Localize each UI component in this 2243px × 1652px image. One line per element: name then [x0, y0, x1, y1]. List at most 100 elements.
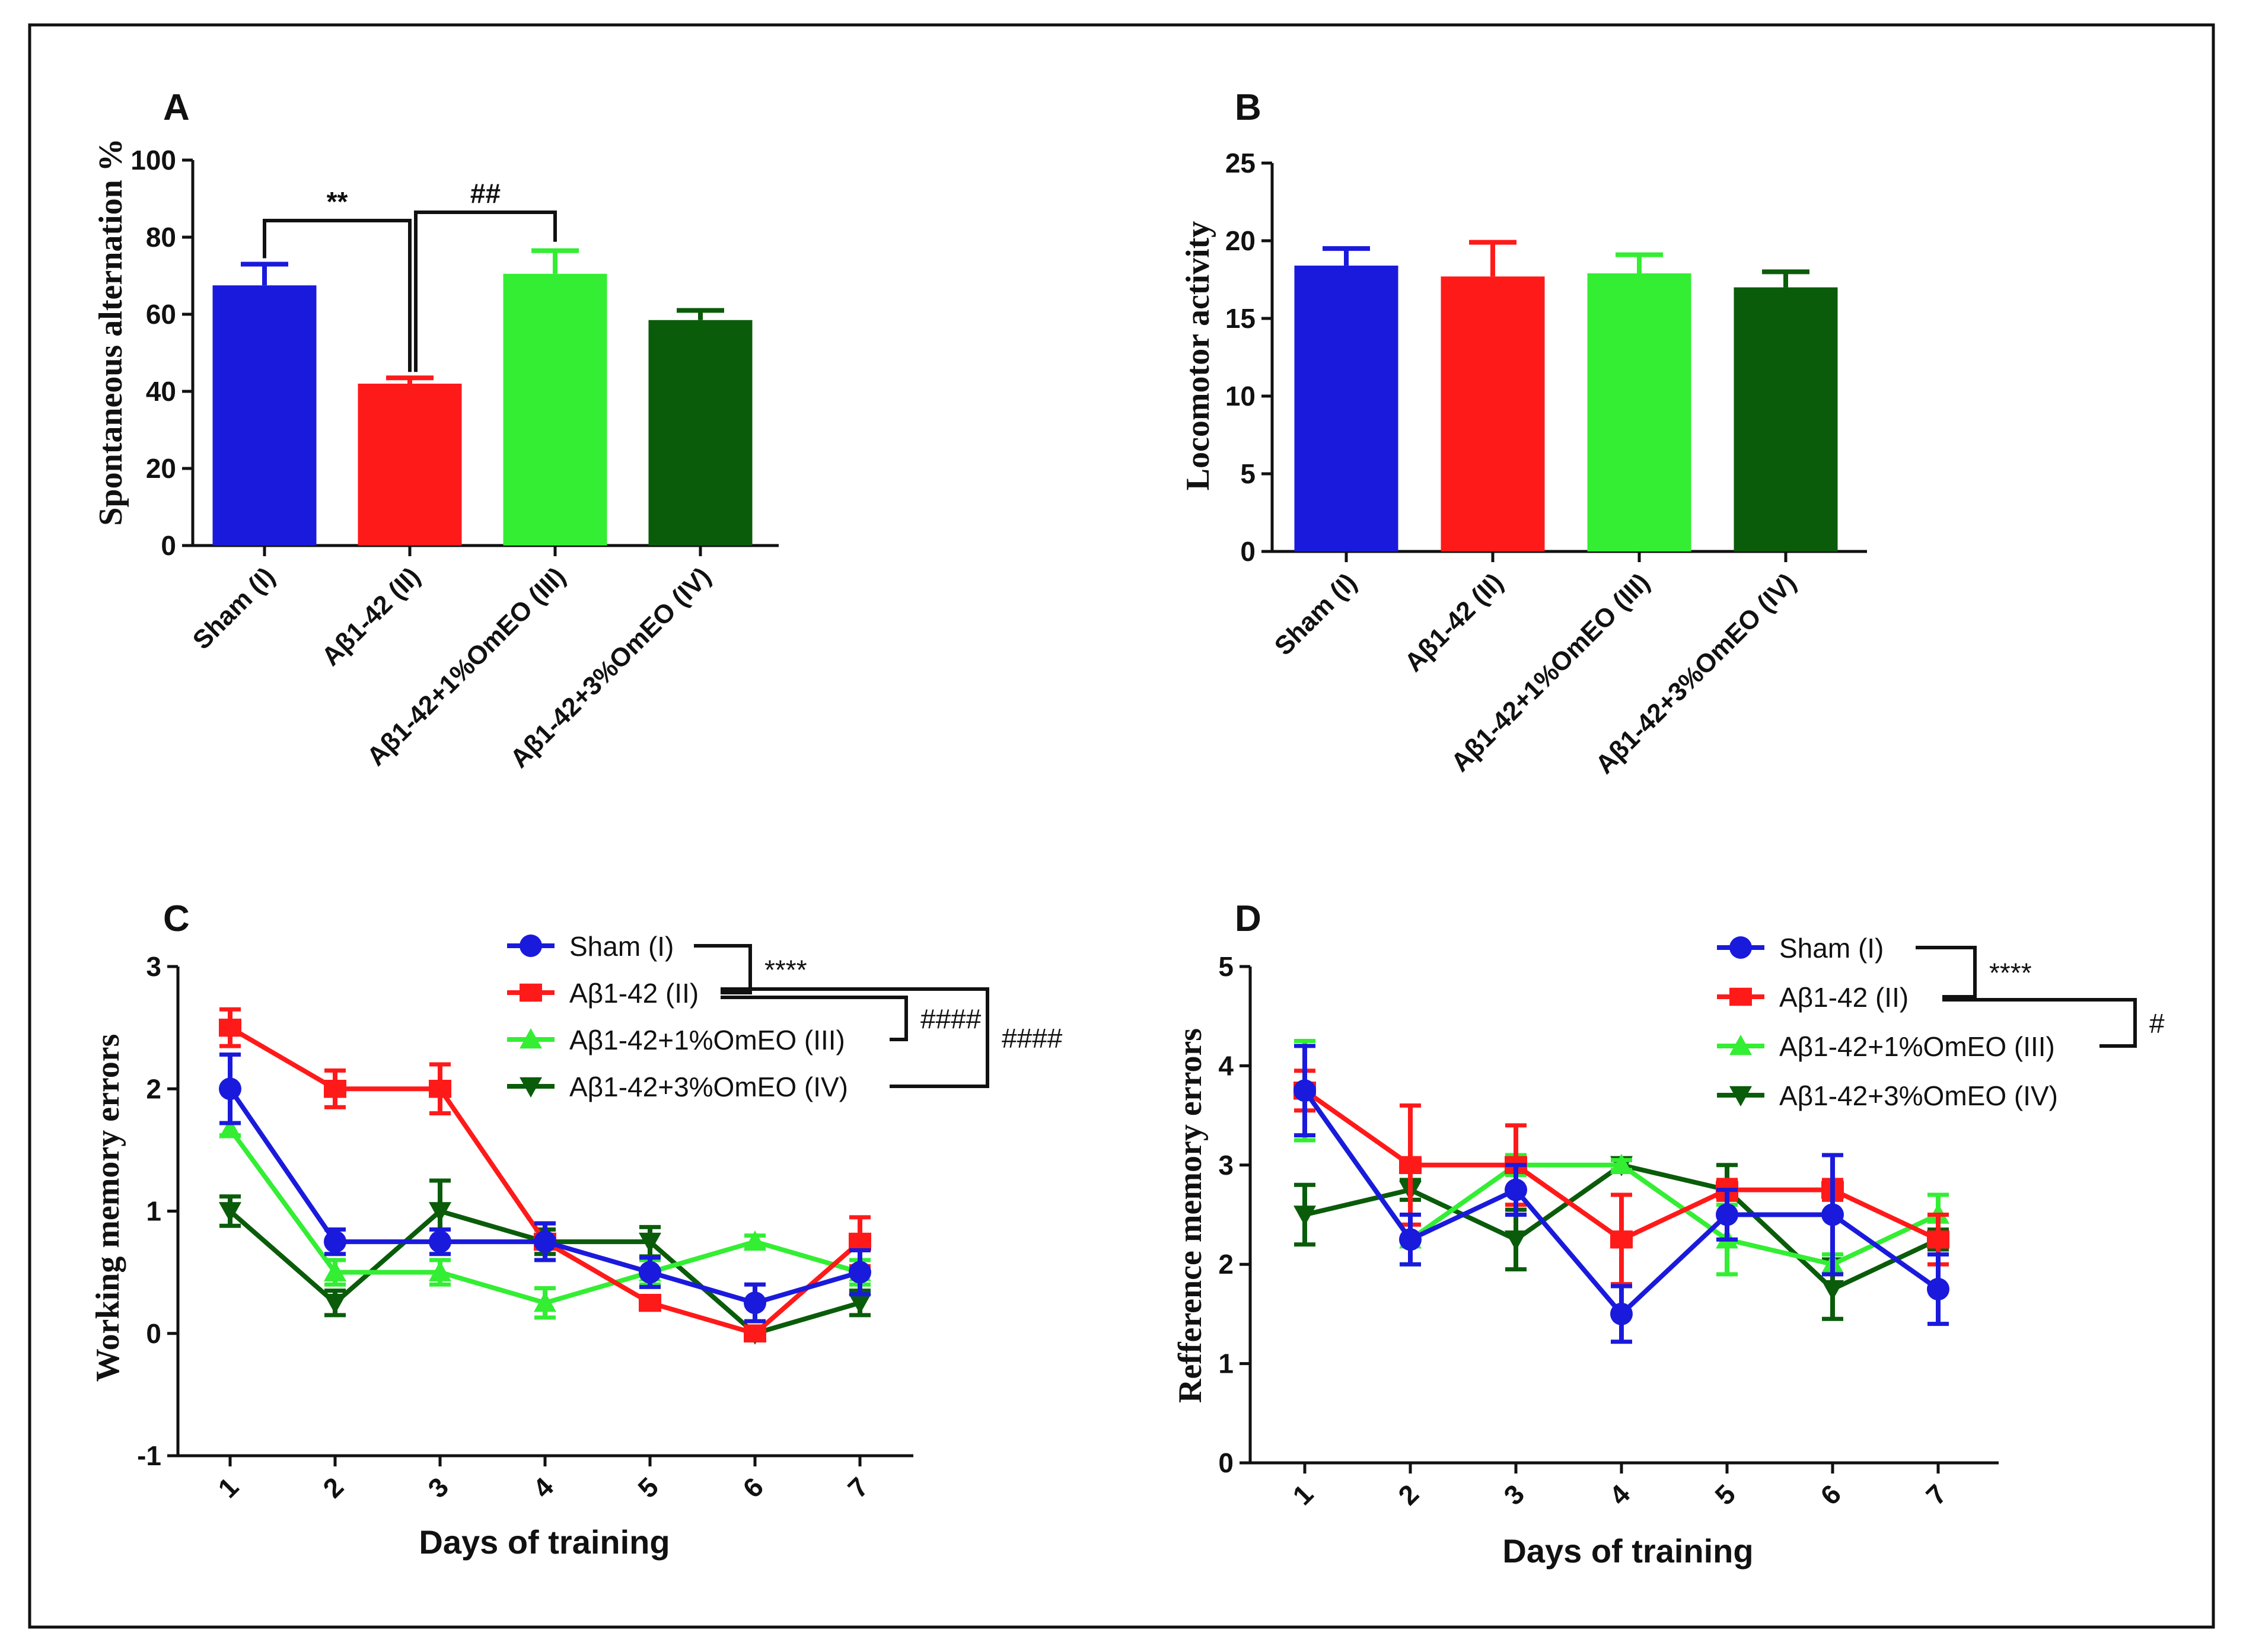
panel-b-label: B — [1235, 87, 1261, 128]
panel-c-data-point — [219, 1202, 241, 1223]
panel-d-significance-label: # — [2149, 1008, 2165, 1039]
panel-d-x-axis-label: Days of training — [1502, 1532, 1753, 1570]
panel-d-legend-label: Aβ1-42+3%OmEO (IV) — [1779, 1080, 2058, 1111]
panel-d-legend-marker — [1729, 1086, 1752, 1106]
panel-c-data-point — [534, 1291, 556, 1312]
panel-d-data-point — [1716, 1203, 1738, 1226]
panel-c-series-line — [228, 1087, 861, 1306]
panel-c-legend-label: Aβ1-42+1%OmEO (III) — [569, 1025, 845, 1055]
panel-c-x-axis-label: Days of training — [419, 1523, 670, 1561]
panel-c-x-tick-label: 5 — [632, 1471, 664, 1504]
panel-a-y-tick-label: 20 — [146, 453, 176, 484]
panel-d-y-tick-label: 5 — [1218, 951, 1234, 982]
panel-d-data-point — [1610, 1302, 1633, 1325]
panel-a-y-tick-label: 0 — [161, 530, 176, 561]
panel-c-y-tick-label: 0 — [146, 1318, 161, 1349]
panel-a-bar — [648, 320, 753, 546]
panel-d-legend-label: Sham (I) — [1779, 933, 1884, 964]
panel-b: B Locomotor activity 0 5 10 15 20 25 Sham (I) A… — [1180, 87, 1867, 780]
figure-border — [28, 23, 2215, 1629]
panel-c-data-point — [429, 1202, 451, 1223]
panel-d-significance-label: **** — [1989, 958, 2032, 988]
panel-d-data-point — [1505, 1178, 1527, 1201]
panel-c-x-tick-label: 1 — [212, 1471, 244, 1504]
panel-c-x-tick-label: 4 — [527, 1471, 559, 1504]
panel-d-data-point — [1610, 1230, 1633, 1249]
panel-c-data-point — [429, 1080, 451, 1098]
panel-a-significance-bracket — [414, 211, 557, 372]
panel-d-x-tick-label: 2 — [1392, 1478, 1425, 1511]
panel-c-data-point — [324, 1261, 346, 1281]
panel-c-y-tick-label: -1 — [137, 1440, 161, 1471]
panel-d-x-tick-label: 7 — [1920, 1478, 1952, 1511]
panel-a-bar — [212, 285, 317, 546]
panel-b-y-tick-label: 20 — [1225, 225, 1256, 256]
panel-d-y-tick-label: 0 — [1218, 1447, 1234, 1478]
panel-c-legend-marker — [520, 1077, 542, 1098]
panel-b-y-axis-label: Locomotor activity — [1180, 221, 1216, 491]
panel-b-y-tick-label: 25 — [1225, 148, 1256, 178]
panel-c-data-point — [324, 1230, 346, 1254]
panel-a-bar — [503, 273, 607, 546]
panel-b-bar — [1734, 287, 1838, 551]
panel-c-data-point — [639, 1293, 661, 1312]
panel-a-y-tick-label: 40 — [146, 376, 176, 407]
panel-c-data-point — [744, 1324, 766, 1342]
panel-d-y-tick-label: 4 — [1218, 1050, 1234, 1081]
panel-d-data-point — [1927, 1230, 1949, 1249]
panel-d-legend-marker — [1729, 987, 1752, 1006]
panel-c-y-axis-label: Working memory errors — [90, 1034, 126, 1382]
panel-b-bar — [1294, 265, 1398, 551]
panel-d-legend-label: Aβ1-42+1%OmEO (III) — [1779, 1031, 2055, 1062]
panel-b-y-tick-label: 5 — [1240, 458, 1256, 489]
panel-c-legend-marker — [520, 983, 542, 1002]
panel-c-data-point — [429, 1230, 451, 1254]
panel-d-legend-label: Aβ1-42 (II) — [1779, 982, 1909, 1013]
panel-a-category-label: Sham (I) — [187, 562, 281, 655]
panel-a-category-label: Aβ1-42 (II) — [316, 562, 426, 671]
panel-c-legend-label: Sham (I) — [569, 931, 674, 962]
panel-b-category-label: Sham (I) — [1269, 567, 1362, 661]
panel-b-y-tick-label: 0 — [1240, 536, 1256, 567]
panel-c-data-point — [849, 1261, 871, 1284]
panel-b-y-tick-label: 10 — [1225, 381, 1256, 412]
panel-c-data-point — [534, 1230, 556, 1254]
panel-d-data-point — [1821, 1280, 1844, 1301]
panel-a: A Spontaneous alternation % 0 20 40 60 80 100… — [93, 87, 779, 774]
panel-c-data-point — [219, 1118, 241, 1138]
panel-d-legend-marker — [1729, 936, 1752, 959]
panel-c-legend-marker — [520, 935, 542, 957]
panel-c-significance-bracket — [721, 987, 989, 1088]
panel-c-label: C — [163, 898, 190, 939]
panel-b-y-tick-label: 15 — [1225, 303, 1256, 334]
panel-c-y-tick-label: 2 — [146, 1073, 161, 1104]
panel-b-bar — [1587, 273, 1691, 551]
panel-d-y-tick-label: 2 — [1218, 1249, 1234, 1280]
panel-d-x-tick-label: 3 — [1498, 1478, 1530, 1511]
panel-d-x-tick-label: 1 — [1286, 1478, 1319, 1511]
panel-c-significance-bracket — [721, 996, 908, 1041]
panel-a-y-axis-label: Spontaneous alternation % — [93, 138, 129, 525]
panel-a-y-tick-label: 100 — [130, 145, 176, 176]
panel-c-legend-label: Aβ1-42 (II) — [569, 978, 699, 1009]
panel-c-x-tick-label: 6 — [737, 1471, 769, 1504]
panel-d-data-point — [1610, 1153, 1633, 1174]
panel-c-data-point — [324, 1293, 346, 1315]
panel-d-significance-bracket — [1942, 998, 2137, 1048]
panel-d-data-point — [1399, 1156, 1422, 1174]
panel-d-data-point — [1293, 1205, 1316, 1226]
panel-c-data-point — [219, 1018, 241, 1037]
panel-c-y-tick-label: 3 — [146, 951, 161, 982]
panel-d-data-point — [1927, 1278, 1949, 1301]
panel-c-significance-label: #### — [920, 1004, 982, 1035]
panel-c-data-point — [639, 1261, 661, 1284]
panel-c-significance-label: **** — [764, 955, 807, 986]
panel-a-significance-label: ** — [327, 186, 348, 217]
panel-d-y-axis-label: Refference memory errors — [1172, 1028, 1209, 1403]
panel-a-y-tick-label: 60 — [146, 299, 176, 330]
panel-a-bar — [358, 384, 462, 546]
panel-a-label: A — [163, 87, 190, 128]
panel-c-x-tick-label: 3 — [422, 1471, 454, 1504]
panel-d-data-point — [1505, 1230, 1527, 1251]
